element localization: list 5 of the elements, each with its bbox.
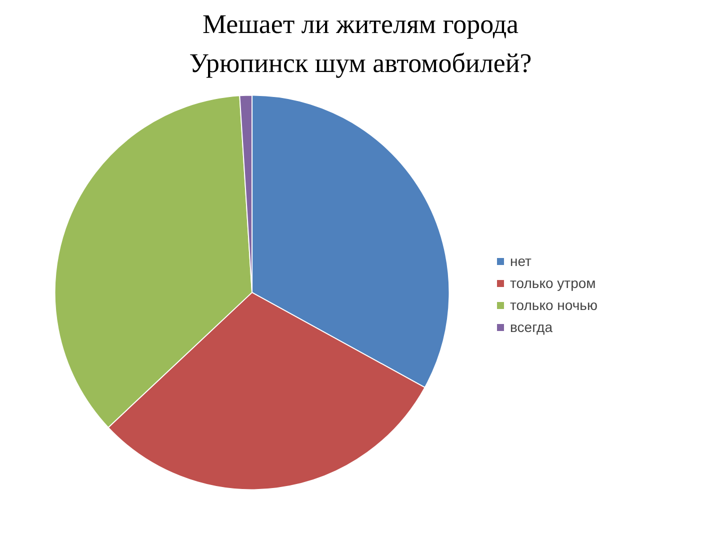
legend-label: нет bbox=[510, 253, 532, 269]
legend-label: только утром bbox=[510, 275, 596, 291]
chart-title: Мешает ли жителям города Урюпинск шум автомобилей? bbox=[189, 9, 532, 78]
legend-label: только ночью bbox=[510, 297, 598, 313]
legend-label: всегда bbox=[510, 319, 552, 335]
